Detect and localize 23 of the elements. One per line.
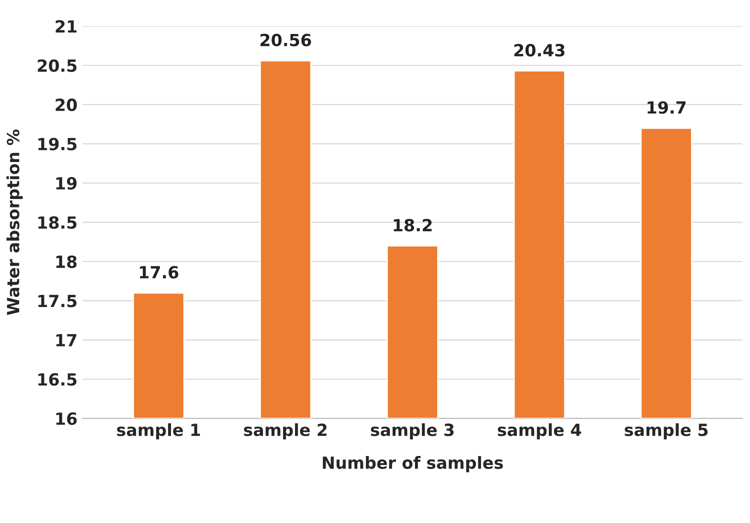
y-tick-label: 20.5 bbox=[38, 59, 76, 72]
x-tick-label: sample 2 bbox=[244, 423, 327, 440]
y-tick-label: 20 bbox=[56, 98, 77, 112]
data-label: 19.7 bbox=[648, 101, 686, 114]
y-tick-label: 18 bbox=[56, 255, 77, 268]
x-axis-title: Number of samples bbox=[322, 456, 503, 472]
x-tick-label: sample 3 bbox=[370, 423, 454, 440]
data-label: 18.2 bbox=[394, 218, 432, 232]
x-tick-label: sample 1 bbox=[117, 423, 200, 440]
y-tick-label: 17 bbox=[56, 334, 76, 346]
x-tick-label: sample 5 bbox=[624, 423, 708, 440]
data-label: 20.56 bbox=[260, 34, 312, 46]
y-axis-title: Water absorption % bbox=[6, 130, 23, 316]
data-label: 20.43 bbox=[514, 44, 564, 57]
y-tick-label: 19.5 bbox=[38, 138, 76, 150]
y-tick-label: 19 bbox=[56, 177, 77, 190]
y-tick-label: 18.5 bbox=[38, 216, 76, 229]
x-tick-label: sample 4 bbox=[498, 423, 582, 440]
y-tick-label: 16.5 bbox=[38, 373, 76, 386]
y-tick-label: 16 bbox=[56, 412, 77, 425]
data-label: 17.6 bbox=[140, 266, 178, 279]
y-tick-label: 21 bbox=[56, 20, 76, 32]
y-tick-label: 17.5 bbox=[38, 294, 76, 308]
